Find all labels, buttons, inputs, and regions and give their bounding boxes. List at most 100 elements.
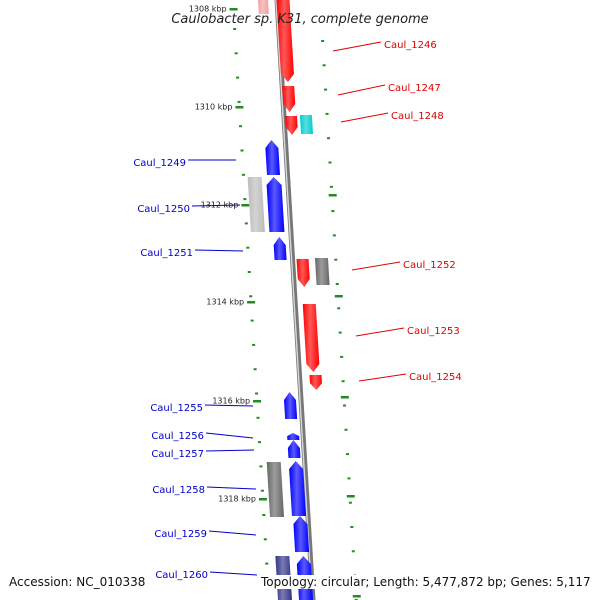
minor-tick <box>327 137 331 140</box>
minor-tick <box>347 477 351 480</box>
minor-tick <box>328 161 332 164</box>
minor-tick <box>354 598 358 600</box>
scale-label: 1316 kbp <box>212 397 250 406</box>
minor-tick <box>351 550 355 553</box>
leader-line <box>208 530 257 536</box>
gene-label-caul-1252[interactable]: Caul_1252 <box>403 260 456 271</box>
map-title: Caulobacter sp. K31, complete genome <box>171 12 428 27</box>
gene-label-caul-1256[interactable]: Caul_1256 <box>151 431 204 442</box>
gene-label-caul-1253[interactable]: Caul_1253 <box>407 326 460 337</box>
gene-label-caul-1254[interactable]: Caul_1254 <box>409 372 462 383</box>
leader-line <box>332 41 382 52</box>
minor-tick <box>345 453 349 456</box>
minor-tick <box>321 40 325 42</box>
label-leader-lines <box>188 41 407 576</box>
scale-label: 1312 kbp <box>201 201 239 210</box>
minor-tick <box>233 28 237 30</box>
gene-caul-1252-shape <box>296 259 310 287</box>
minor-tick <box>240 149 244 152</box>
partial-feature-shape <box>258 0 269 14</box>
leader-line <box>194 249 244 252</box>
minor-tick <box>341 380 345 383</box>
gene-label-caul-1249[interactable]: Caul_1249 <box>133 158 186 169</box>
gene-label-caul-1247[interactable]: Caul_1247 <box>388 83 441 94</box>
minor-tick <box>337 307 341 310</box>
leader-line <box>209 571 258 576</box>
minor-tick <box>243 198 247 201</box>
leader-line <box>204 404 254 407</box>
label-layer: 1308 kbp 1310 kbp 1312 kbp 1314 kbp 1316 kbp… <box>133 5 461 582</box>
minor-tick <box>335 283 339 285</box>
major-tick <box>241 204 250 207</box>
feature-faint-shape <box>247 177 265 232</box>
gene-label-caul-1258[interactable]: Caul_1258 <box>152 485 205 496</box>
minor-tick <box>234 52 238 55</box>
major-tick <box>346 495 355 498</box>
minor-tick <box>253 368 257 371</box>
leader-line <box>205 432 254 439</box>
gene-label-caul-1246[interactable]: Caul_1246 <box>384 40 437 51</box>
gene-label-caul-1259[interactable]: Caul_1259 <box>154 529 207 540</box>
minor-tick <box>246 246 250 249</box>
scale-label: 1310 kbp <box>195 103 233 112</box>
leader-line <box>205 449 255 452</box>
gene-caul-1256-shape <box>287 433 300 440</box>
major-tick <box>235 106 244 109</box>
minor-tick <box>343 404 347 407</box>
minor-tick <box>348 501 352 504</box>
tick-marks <box>229 8 361 600</box>
minor-tick <box>265 562 269 565</box>
major-tick <box>328 194 337 197</box>
major-tick <box>352 595 361 598</box>
minor-tick <box>322 64 326 67</box>
genome-summary-text: Topology: circular; Length: 5,477,872 bp… <box>261 575 591 589</box>
leader-line <box>191 204 241 207</box>
gene-caul-1250-shape <box>266 177 285 232</box>
feature-shapes <box>247 0 330 600</box>
minor-tick <box>340 355 344 358</box>
gene-label-caul-1255[interactable]: Caul_1255 <box>150 403 203 414</box>
feature-gray-shape <box>314 258 330 285</box>
scale-label: 1318 kbp <box>218 495 256 504</box>
minor-tick <box>256 416 260 419</box>
minor-tick <box>325 112 329 115</box>
minor-tick <box>332 234 336 237</box>
gene-label-caul-1250[interactable]: Caul_1250 <box>137 204 190 215</box>
major-tick <box>258 498 267 501</box>
gene-caul-1258-shape <box>289 461 306 516</box>
minor-tick <box>259 465 263 468</box>
gene-caul-1249-shape <box>265 140 280 175</box>
gene-caul-1251-shape <box>273 237 287 260</box>
major-tick <box>229 8 238 11</box>
major-tick <box>340 396 349 399</box>
minor-tick <box>350 526 354 528</box>
gene-caul-1257-shape <box>287 440 301 458</box>
minor-tick <box>239 125 243 128</box>
leader-line <box>340 112 389 123</box>
gene-label-caul-1260[interactable]: Caul_1260 <box>155 570 208 581</box>
leader-line <box>351 261 401 271</box>
minor-tick <box>262 514 266 516</box>
minor-tick <box>255 392 259 395</box>
gene-label-caul-1257[interactable]: Caul_1257 <box>151 449 204 460</box>
gene-caul-1259-shape <box>293 516 310 552</box>
minor-tick <box>260 489 264 492</box>
minor-tick <box>250 319 254 322</box>
leader-line <box>206 486 257 490</box>
minor-tick <box>334 258 338 261</box>
gene-caul-1255-shape <box>284 392 298 419</box>
minor-tick <box>263 538 267 541</box>
gene-label-caul-1251[interactable]: Caul_1251 <box>140 248 193 259</box>
minor-tick <box>324 88 328 91</box>
major-tick <box>247 301 256 304</box>
minor-tick <box>338 331 342 334</box>
gene-caul-1254-shape <box>309 375 322 390</box>
gene-label-caul-1248[interactable]: Caul_1248 <box>391 111 444 122</box>
major-tick <box>253 400 262 403</box>
leader-line <box>355 327 405 337</box>
gene-caul-1247-shape <box>282 86 296 112</box>
minor-tick <box>247 271 251 273</box>
accession-text: Accession: NC_010338 <box>9 575 146 589</box>
minor-tick <box>329 185 333 188</box>
